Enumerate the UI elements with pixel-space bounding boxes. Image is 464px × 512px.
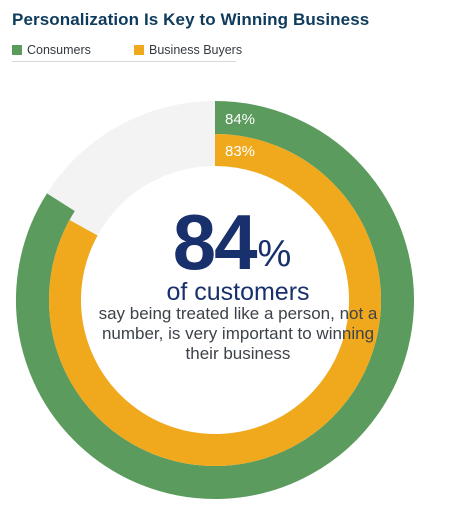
headline-stat: 84% xyxy=(0,200,464,284)
headline-value: 84 xyxy=(172,198,258,286)
legend-swatch-business-buyers xyxy=(134,45,144,55)
chart-legend: Consumers Business Buyers xyxy=(12,43,242,62)
headline-label: of customers xyxy=(166,278,310,306)
headline-unit: % xyxy=(257,233,292,275)
legend-item-consumers: Consumers xyxy=(12,43,91,57)
ring-arc-consumers xyxy=(16,101,414,499)
legend-label-business-buyers: Business Buyers xyxy=(149,43,243,57)
legend-label-consumers: Consumers xyxy=(27,43,91,57)
legend-item-business-buyers: Business Buyers xyxy=(134,43,242,57)
chart-title: Personalization Is Key to Winning Busine… xyxy=(12,10,370,29)
ring-label-business-buyers: 83% xyxy=(225,143,255,160)
legend-swatch-consumers xyxy=(12,45,22,55)
ring-label-consumers: 84% xyxy=(225,111,255,128)
ring-arc-business-buyers xyxy=(49,134,381,466)
headline-caption: say being treated like a person, not a n… xyxy=(98,304,378,363)
